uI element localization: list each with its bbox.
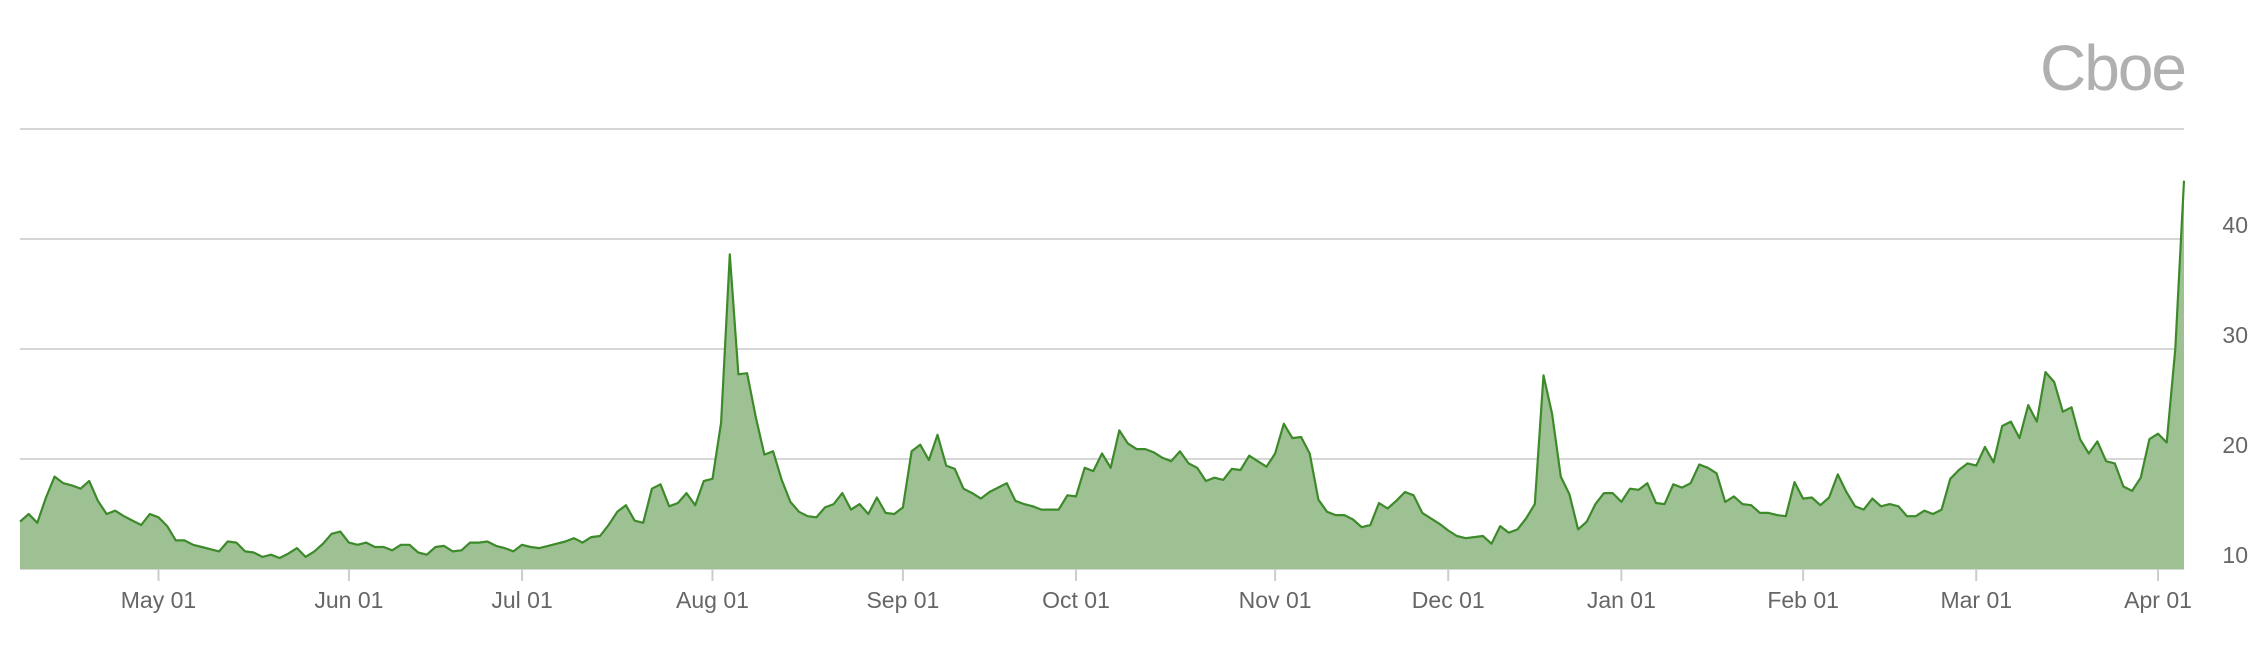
x-tick-label: Feb 01 (1767, 587, 1839, 613)
y-tick-label: 30 (2222, 322, 2248, 348)
x-tick-label: Oct 01 (1042, 587, 1110, 613)
x-tick-label: Jul 01 (491, 587, 552, 613)
x-tick-label: Mar 01 (1940, 587, 2012, 613)
x-tick-label: Apr 01 (2124, 587, 2192, 613)
area-fill (20, 180, 2184, 569)
x-tick-label: May 01 (121, 587, 196, 613)
x-tick-label: Dec 01 (1412, 587, 1485, 613)
line (19, 180, 2186, 560)
y-tick-label: 10 (2222, 542, 2248, 568)
x-tick-label: Jan 01 (1587, 587, 1656, 613)
x-tick-label: Aug 01 (676, 587, 749, 613)
logo: Cboe (2040, 32, 2185, 104)
x-tick-label: Jun 01 (314, 587, 383, 613)
y-tick-label: 20 (2222, 432, 2248, 458)
x-tick-label: Sep 01 (866, 587, 939, 613)
x-tick-label: Nov 01 (1239, 587, 1312, 613)
y-tick-label: 40 (2222, 212, 2248, 238)
